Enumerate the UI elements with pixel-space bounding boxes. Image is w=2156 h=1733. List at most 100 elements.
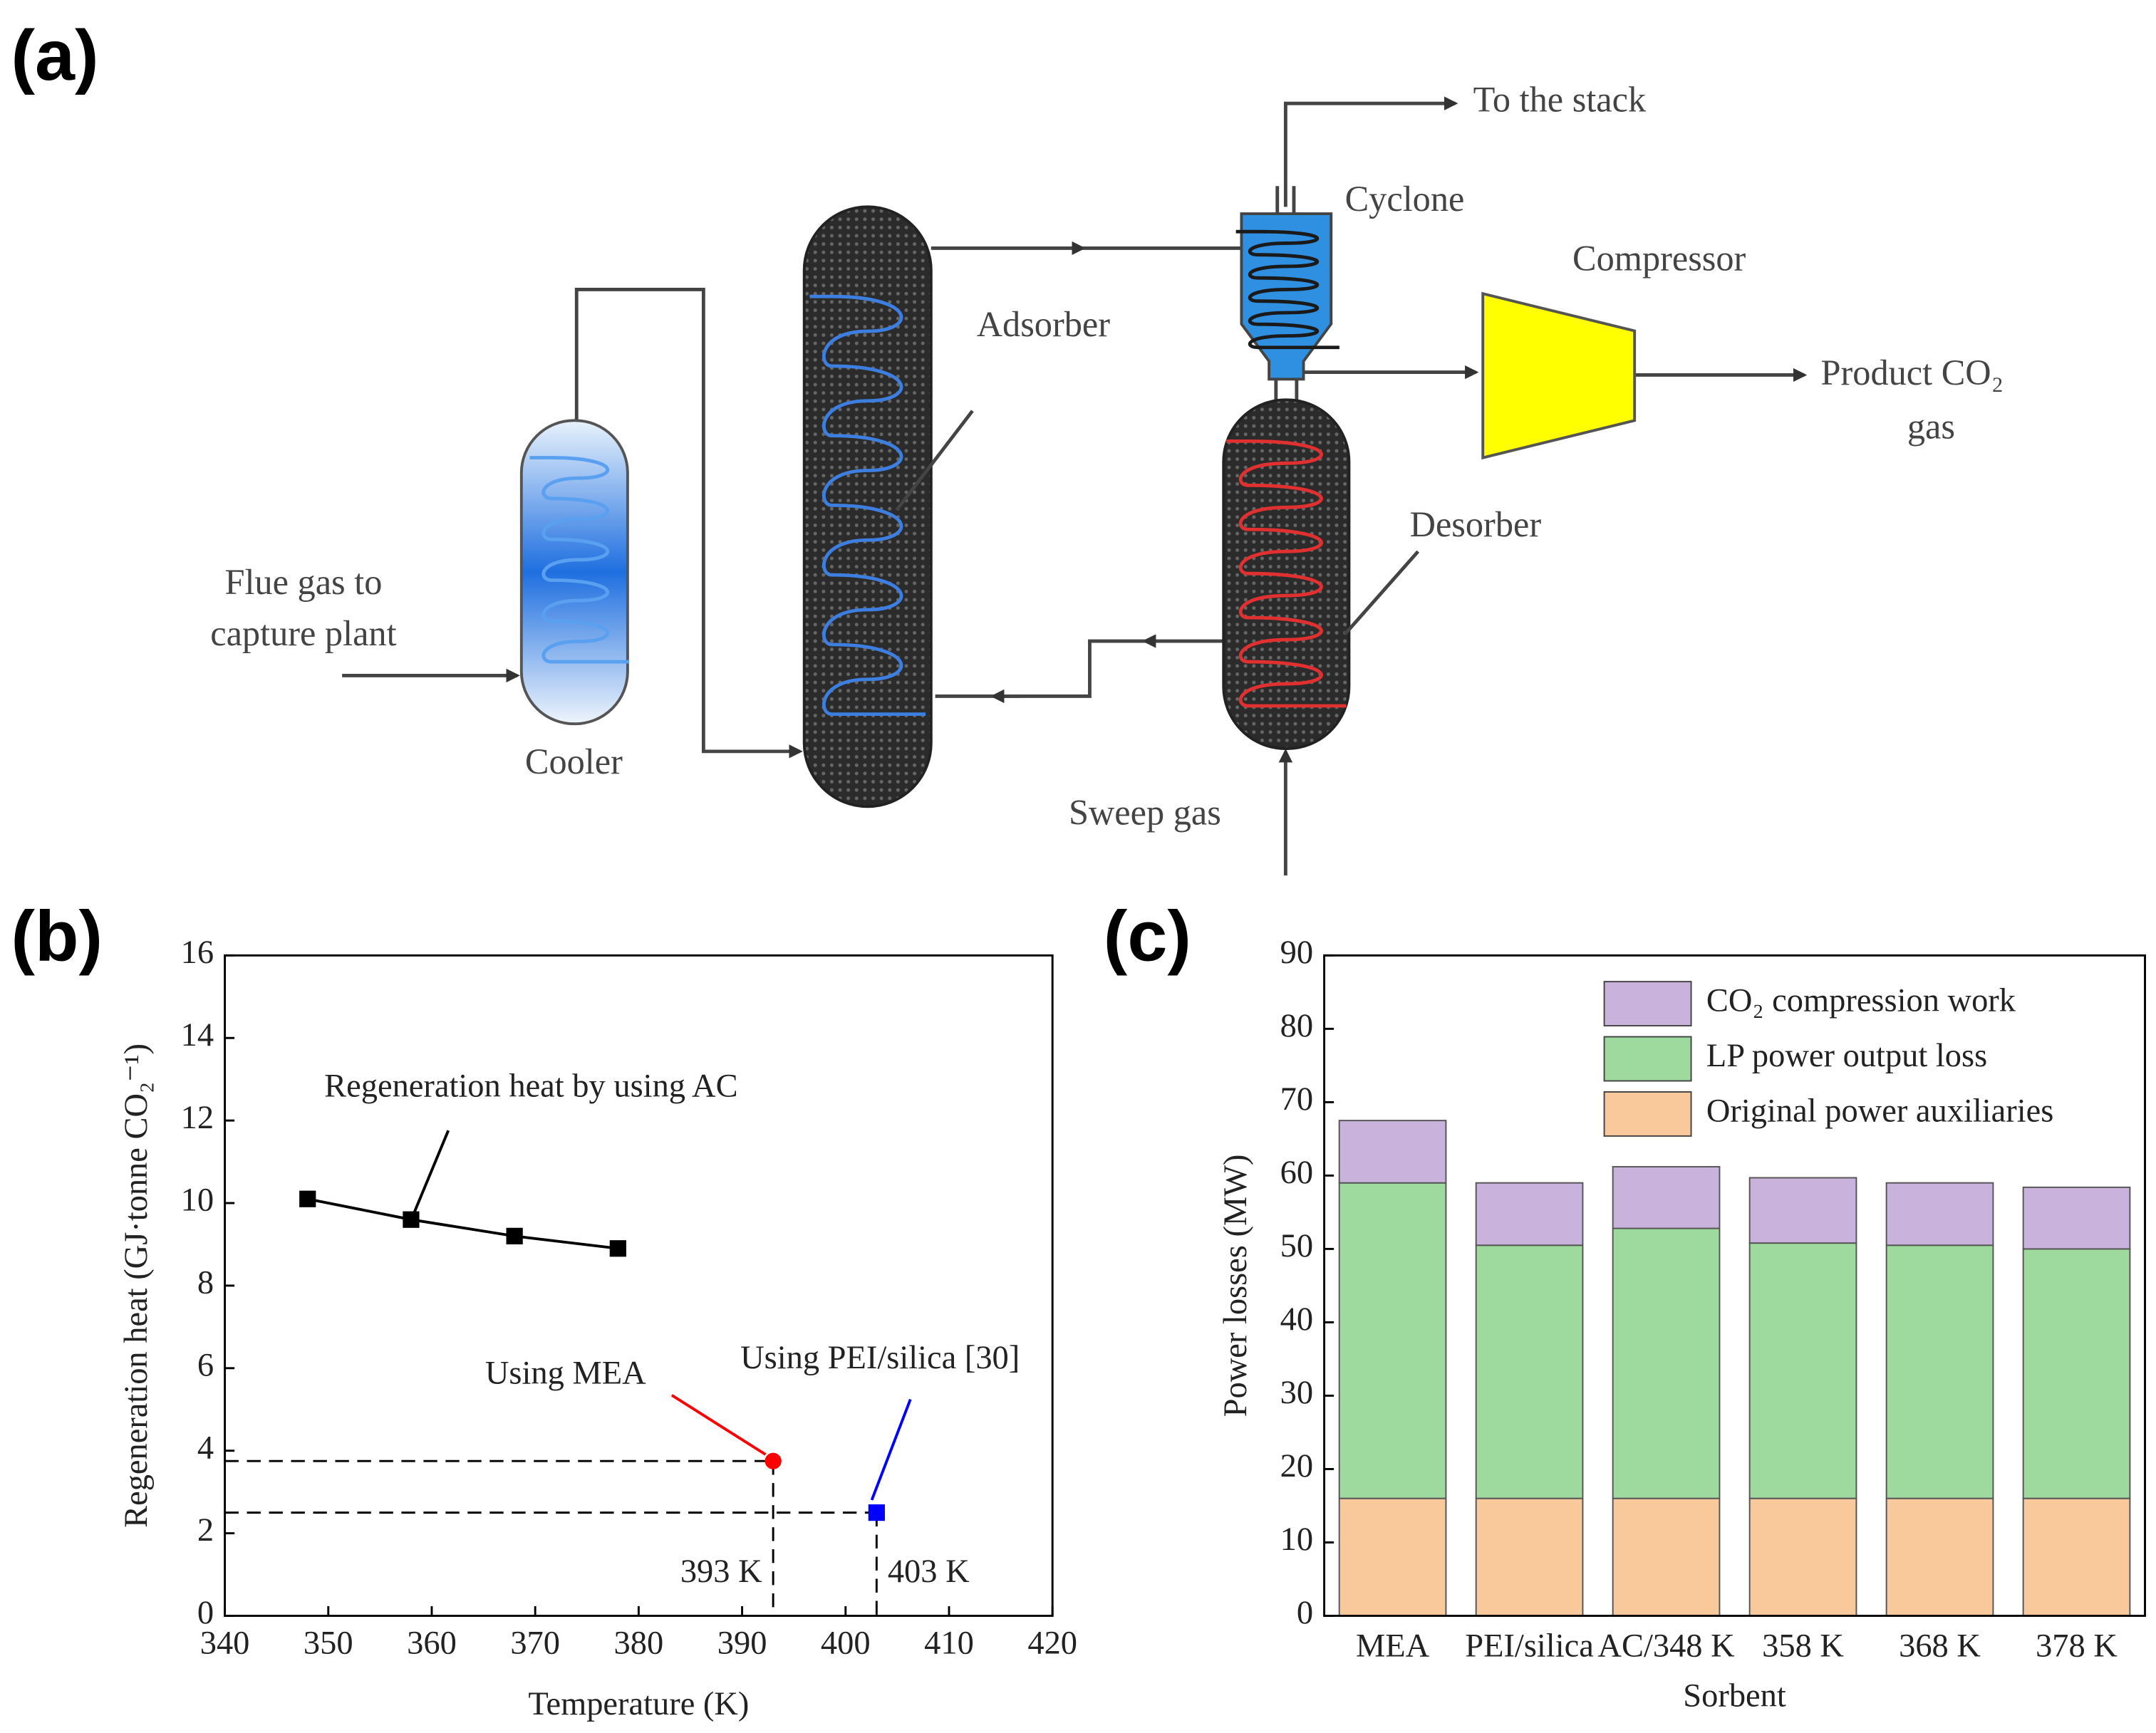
bar-segment (1475, 1182, 1584, 1247)
label: Flue gas to (224, 562, 382, 602)
x-tick-label: MEA (1356, 1628, 1430, 1665)
reference-line (224, 1511, 878, 1616)
y-tick-label: 20 (1280, 1448, 1313, 1484)
legend-label: Original power auxiliaries (1706, 1093, 2053, 1130)
label: Product CO₂ (1821, 353, 2004, 392)
x-tick-label: 368 K (1899, 1628, 1981, 1665)
label: To the stack (1473, 80, 1647, 120)
marker (609, 1240, 626, 1257)
y-tick-label: 12 (181, 1100, 214, 1136)
leader-line (670, 1394, 767, 1456)
bar-segment (1338, 1182, 1447, 1499)
reference-line (224, 1459, 774, 1616)
legend-swatch (1603, 1091, 1692, 1137)
y-tick-label: 0 (197, 1595, 214, 1631)
compressor (1481, 291, 1637, 460)
pipe (1275, 186, 1296, 214)
label: Compressor (1572, 238, 1746, 278)
y-tick-label: 8 (197, 1265, 214, 1301)
y-tick-label: 40 (1280, 1301, 1313, 1338)
x-tick-label: 370 (510, 1625, 560, 1662)
x-tick-label: 360 (407, 1625, 457, 1662)
y-tick-label: 80 (1280, 1008, 1313, 1044)
x-tick-label: 390 (717, 1625, 767, 1662)
bar-segment (1612, 1166, 1721, 1229)
coil (809, 294, 926, 717)
bar-segment (1748, 1177, 1857, 1244)
bar-segment (1338, 1497, 1447, 1617)
panel-label: (b) (11, 897, 103, 977)
leader-line (870, 1398, 912, 1501)
marker (299, 1190, 316, 1207)
x-tick-label: 400 (821, 1625, 871, 1662)
bar-segment (1338, 1120, 1447, 1184)
annotation: Using MEA (485, 1355, 646, 1391)
x-axis-label: Temperature (K) (528, 1686, 749, 1722)
legend-label: CO₂ compression work (1706, 983, 2016, 1019)
panel-label: (c) (1104, 897, 1191, 977)
y-tick-label: 60 (1280, 1155, 1313, 1191)
marker (506, 1227, 523, 1244)
y-tick-label: 4 (197, 1430, 214, 1466)
pipe (1283, 96, 1458, 207)
bar-segment (1475, 1497, 1584, 1617)
annotation: 403 K (888, 1554, 970, 1590)
pipe (574, 288, 803, 759)
bar-segment (1475, 1244, 1584, 1499)
bar-segment (1612, 1227, 1721, 1499)
y-tick-label: 90 (1280, 935, 1313, 971)
legend-swatch (1603, 981, 1692, 1027)
pipe (1274, 379, 1299, 403)
plot-frame (224, 954, 1054, 1617)
annotation: Regeneration heat by using AC (324, 1068, 737, 1105)
leader-line (410, 1130, 450, 1221)
x-tick-label: 350 (304, 1625, 353, 1662)
label: Adsorber (977, 304, 1111, 344)
y-tick-label: 10 (1280, 1521, 1313, 1558)
bar-segment (2022, 1186, 2131, 1250)
leader-line (895, 410, 974, 511)
annotation: Using PEI/silica [30] (740, 1340, 1020, 1376)
y-axis-label: Regeneration heat (GJ·tonne CO₂⁻¹) (118, 1044, 155, 1528)
panel-label: (a) (11, 16, 98, 95)
y-tick-label: 0 (1297, 1595, 1313, 1631)
bar-segment (1612, 1497, 1721, 1617)
y-tick-label: 16 (181, 935, 214, 971)
annotation: 393 K (680, 1554, 762, 1590)
label: Desorber (1410, 504, 1542, 544)
coil (1226, 439, 1347, 708)
coil (1235, 229, 1339, 350)
plot-frame (1323, 954, 2146, 1617)
label: Cyclone (1345, 179, 1465, 219)
x-tick-label: 358 K (1762, 1628, 1844, 1665)
legend-label: LP power output loss (1706, 1038, 1987, 1074)
x-tick-label: PEI/silica (1465, 1628, 1594, 1665)
label: Sweep gas (1069, 792, 1221, 832)
legend-swatch (1603, 1036, 1692, 1082)
x-tick-label: 380 (614, 1625, 664, 1662)
y-tick-label: 6 (197, 1347, 214, 1383)
series-line (307, 1197, 618, 1250)
bar-segment (1748, 1242, 1857, 1499)
bar-segment (1885, 1182, 1994, 1247)
bar-segment (1885, 1497, 1994, 1617)
marker (868, 1504, 885, 1521)
leader-line (1343, 550, 1420, 635)
x-tick-label: 378 K (2036, 1628, 2118, 1665)
process-diagram: To the stack Cyclone Compressor Adsorber… (210, 80, 2004, 876)
label: gas (1907, 406, 1955, 446)
y-tick-label: 2 (197, 1512, 214, 1549)
pipe (993, 639, 1145, 698)
coil (529, 456, 629, 664)
y-tick-label: 70 (1280, 1081, 1313, 1118)
marker (765, 1452, 782, 1469)
bar-segment (1885, 1244, 1994, 1499)
y-tick-label: 50 (1280, 1228, 1313, 1264)
x-axis-label: Sorbent (1683, 1677, 1786, 1714)
x-tick-label: 340 (200, 1625, 250, 1662)
x-tick-label: 420 (1027, 1625, 1077, 1662)
y-axis-label: Power losses (MW) (1218, 1154, 1254, 1417)
